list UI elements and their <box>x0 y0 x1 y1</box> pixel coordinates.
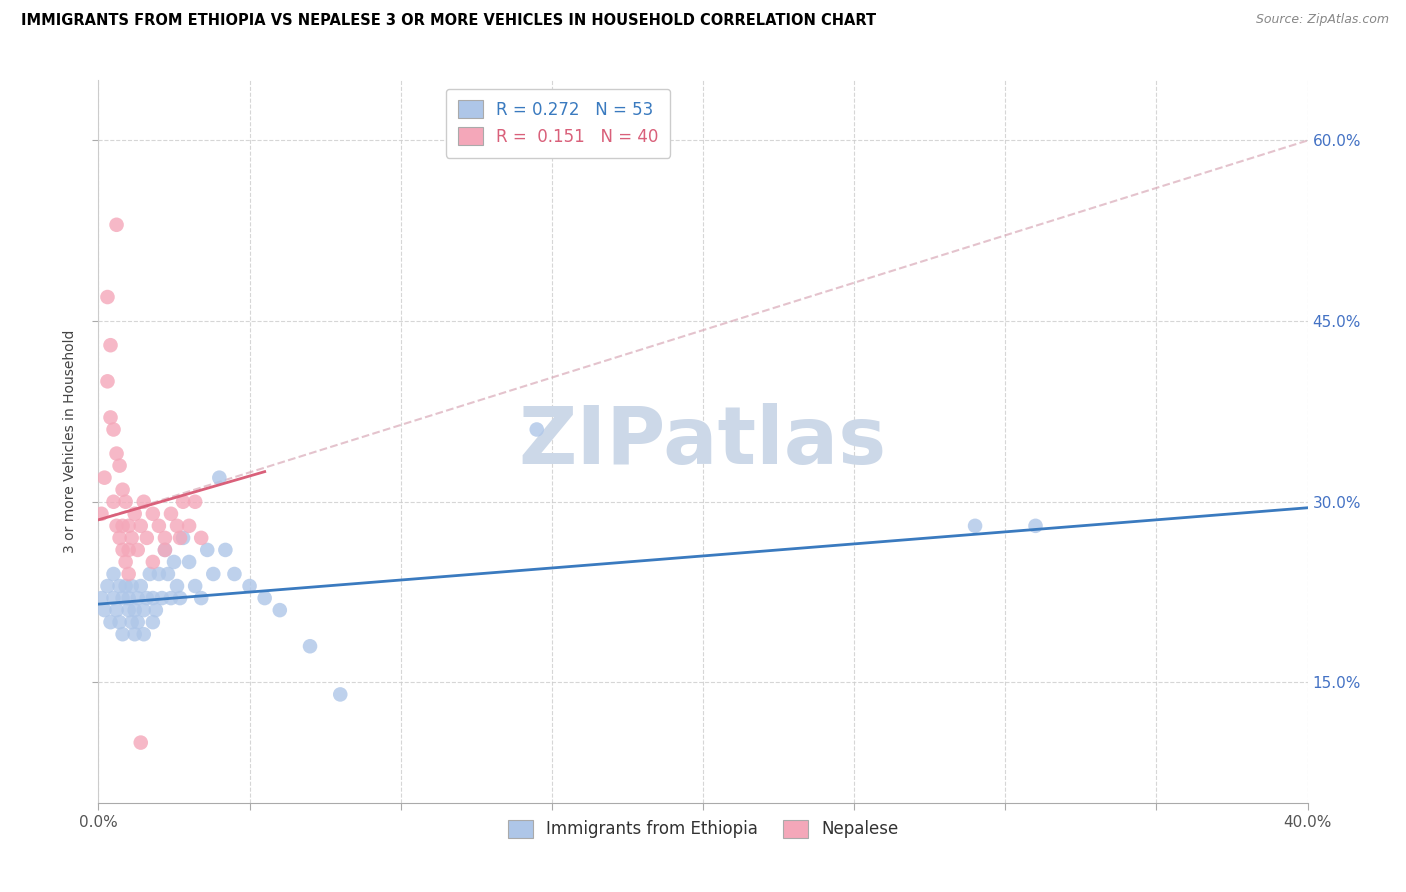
Point <box>127 591 149 606</box>
Y-axis label: 3 or more Vehicles in Household: 3 or more Vehicles in Household <box>63 330 77 553</box>
Point <box>103 567 125 582</box>
Point <box>135 531 157 545</box>
Point <box>160 507 183 521</box>
Point <box>179 518 201 533</box>
Point <box>105 518 128 533</box>
Point <box>224 567 246 582</box>
Point <box>269 603 291 617</box>
Point <box>105 218 128 232</box>
Point <box>190 531 212 545</box>
Point <box>172 531 194 545</box>
Point <box>103 423 125 437</box>
Point <box>108 615 131 630</box>
Point <box>127 542 149 557</box>
Point <box>150 591 173 606</box>
Point <box>160 591 183 606</box>
Point <box>148 567 170 582</box>
Point <box>114 579 136 593</box>
Point <box>208 470 231 484</box>
Point <box>132 603 155 617</box>
Point <box>148 518 170 533</box>
Point <box>100 410 122 425</box>
Point <box>129 735 152 749</box>
Point <box>124 603 146 617</box>
Point <box>90 591 112 606</box>
Point <box>153 531 176 545</box>
Point <box>121 531 143 545</box>
Point <box>111 542 134 557</box>
Point <box>132 494 155 508</box>
Point <box>121 615 143 630</box>
Point <box>163 555 186 569</box>
Point <box>108 579 131 593</box>
Point <box>124 627 146 641</box>
Point <box>1024 518 1046 533</box>
Point <box>108 531 131 545</box>
Legend: Immigrants from Ethiopia, Nepalese: Immigrants from Ethiopia, Nepalese <box>501 813 905 845</box>
Point <box>118 542 141 557</box>
Point <box>190 591 212 606</box>
Point <box>118 518 141 533</box>
Point <box>118 591 141 606</box>
Point <box>184 494 207 508</box>
Point <box>329 687 352 701</box>
Point <box>156 567 179 582</box>
Point <box>142 555 165 569</box>
Point <box>299 639 322 653</box>
Point <box>96 374 118 388</box>
Point <box>195 542 218 557</box>
Point <box>184 579 207 593</box>
Point <box>214 542 236 557</box>
Point <box>103 494 125 508</box>
Point <box>142 591 165 606</box>
Point <box>114 494 136 508</box>
Point <box>153 542 176 557</box>
Point <box>111 518 134 533</box>
Point <box>179 555 201 569</box>
Point <box>111 483 134 497</box>
Point <box>96 579 118 593</box>
Point <box>142 507 165 521</box>
Point <box>118 567 141 582</box>
Point <box>526 423 548 437</box>
Point <box>169 531 191 545</box>
Point <box>142 615 165 630</box>
Point <box>105 446 128 460</box>
Point <box>111 591 134 606</box>
Point <box>135 591 157 606</box>
Point <box>96 290 118 304</box>
Point <box>118 603 141 617</box>
Point <box>965 518 987 533</box>
Point <box>114 555 136 569</box>
Point <box>239 579 262 593</box>
Point <box>93 470 115 484</box>
Text: Source: ZipAtlas.com: Source: ZipAtlas.com <box>1256 13 1389 27</box>
Point <box>121 579 143 593</box>
Point <box>127 615 149 630</box>
Text: IMMIGRANTS FROM ETHIOPIA VS NEPALESE 3 OR MORE VEHICLES IN HOUSEHOLD CORRELATION: IMMIGRANTS FROM ETHIOPIA VS NEPALESE 3 O… <box>21 13 876 29</box>
Point <box>139 567 162 582</box>
Point <box>153 542 176 557</box>
Point <box>105 603 128 617</box>
Point <box>169 591 191 606</box>
Point <box>202 567 225 582</box>
Point <box>129 518 152 533</box>
Point <box>108 458 131 473</box>
Point <box>124 507 146 521</box>
Point <box>253 591 276 606</box>
Point <box>90 507 112 521</box>
Point <box>93 603 115 617</box>
Point <box>129 579 152 593</box>
Point <box>111 627 134 641</box>
Point <box>100 615 122 630</box>
Point <box>100 338 122 352</box>
Point <box>166 518 188 533</box>
Text: ZIPatlas: ZIPatlas <box>519 402 887 481</box>
Point <box>166 579 188 593</box>
Point <box>132 627 155 641</box>
Point <box>103 591 125 606</box>
Point <box>145 603 167 617</box>
Point <box>172 494 194 508</box>
